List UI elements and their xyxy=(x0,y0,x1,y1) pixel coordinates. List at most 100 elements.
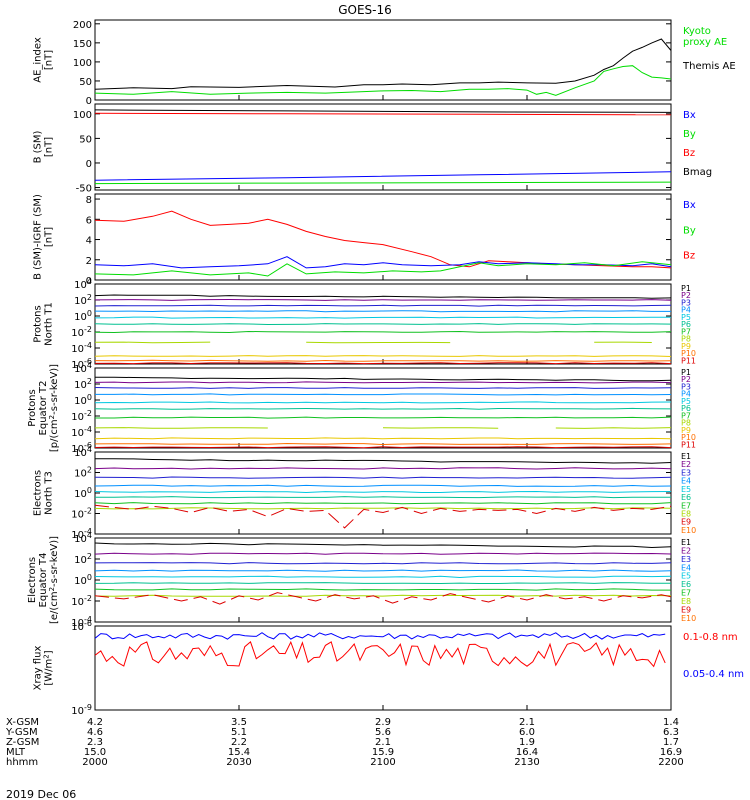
series-bmag xyxy=(94,109,672,113)
y-tick-label: 10-9 xyxy=(71,703,92,717)
y-tick-label: 0 xyxy=(86,276,92,287)
series-0-1-0-8-nm xyxy=(94,640,666,668)
y-tick-label: 8 xyxy=(86,195,92,206)
channel-p8-segment xyxy=(382,427,499,429)
series-by xyxy=(94,181,672,185)
ephem-value: 15.0 xyxy=(84,747,106,758)
chart-title: GOES-16 xyxy=(338,3,392,17)
svg-text:North T3: North T3 xyxy=(44,471,55,515)
ephem-value: 6.0 xyxy=(519,727,535,738)
channel-p1 xyxy=(94,294,672,299)
panel-7: 104 102 100 10-2 10-4 Electrons Equator T4[e/(… xyxy=(27,531,696,629)
channel-p8-segment xyxy=(555,427,672,429)
channel-label-p8: P8 xyxy=(681,335,691,344)
channel-label-p11: P11 xyxy=(681,356,696,365)
channel-p3 xyxy=(94,387,672,389)
legend-bx: Bx xyxy=(683,110,696,121)
channel-label-p10: P10 xyxy=(681,433,696,442)
channel-label-p6: P6 xyxy=(681,320,691,329)
series-by xyxy=(94,261,672,277)
date-label: 2019 Dec 06 xyxy=(6,788,76,800)
channel-label-p2: P2 xyxy=(681,375,691,384)
y-tick-label: 10-2 xyxy=(71,594,92,608)
y-axis-label: Electrons North T3 xyxy=(33,470,55,516)
ephem-label-y-gsm: Y-GSM xyxy=(5,727,38,738)
legend-kyoto-proxy-ae: Kyoto xyxy=(683,26,711,37)
channel-e1 xyxy=(94,542,672,549)
ephem-value: 1.7 xyxy=(663,737,679,748)
ephem-value: 2.9 xyxy=(375,717,391,728)
channel-label-p3: P3 xyxy=(681,382,691,391)
channel-e9-trace xyxy=(94,592,672,605)
ephem-value: 5.6 xyxy=(375,727,391,738)
series-themis-ae xyxy=(94,38,672,90)
ephem-value: 2.1 xyxy=(519,717,535,728)
y-tick-label: 200 xyxy=(73,20,92,31)
series-0-05-0-4-nm xyxy=(94,632,666,640)
y-axis-label: Electrons Equator T4[e/(cm2-s-sr-keV)] xyxy=(27,536,60,624)
channel-label-p9: P9 xyxy=(681,342,691,351)
channel-e4 xyxy=(94,569,672,572)
channel-p3 xyxy=(94,304,672,307)
channel-p11 xyxy=(94,446,672,449)
x-tick-label: 2130 xyxy=(514,757,539,768)
svg-text:Electrons: Electrons xyxy=(27,557,38,603)
svg-text:Equator T4: Equator T4 xyxy=(38,553,49,608)
channel-label-e1: E1 xyxy=(681,538,691,547)
channel-label-p7: P7 xyxy=(681,327,691,336)
channel-label-e2: E2 xyxy=(681,546,691,555)
channel-p2 xyxy=(94,298,672,301)
channel-label-e8: E8 xyxy=(681,509,691,518)
channel-label-p2: P2 xyxy=(681,291,691,300)
channel-label-p1: P1 xyxy=(681,284,691,293)
legend-bz: Bz xyxy=(683,251,695,262)
legend-kyoto-proxy-ae: proxy AE xyxy=(683,37,727,48)
ephem-value: 1.9 xyxy=(519,737,535,748)
ephem-value: 16.9 xyxy=(660,747,682,758)
svg-text:Equator T2: Equator T2 xyxy=(38,381,49,436)
panel-5: 104 102 100 10-2 10-4 10-6 Protons Equator T2[p… xyxy=(27,361,696,455)
channel-label-p11: P11 xyxy=(681,440,696,449)
y-tick-label: 100 xyxy=(74,573,92,587)
svg-text:Protons: Protons xyxy=(33,305,44,342)
svg-text:[nT]: [nT] xyxy=(44,227,55,247)
y-tick-label: 10-2 xyxy=(71,325,92,339)
legend-themis-ae: Themis AE xyxy=(682,61,736,72)
ephemeris-table: X-GSM 4.2 3.5 2.9 2.1 1.4 Y-GSM 4.6 5.1 5.6 6.0 6.3… xyxy=(5,717,684,768)
channel-p1 xyxy=(94,376,672,382)
svg-text:[nT]: [nT] xyxy=(44,50,55,70)
panel-frame xyxy=(94,625,672,711)
y-tick-label: 102 xyxy=(74,377,92,391)
channel-label-e4: E4 xyxy=(681,563,691,572)
ephem-label-x-gsm: X-GSM xyxy=(6,717,39,728)
y-axis-label: Xray flux [W/m2] xyxy=(33,646,55,691)
legend-bx: Bx xyxy=(683,200,696,211)
channel-label-p4: P4 xyxy=(681,306,691,315)
channel-e8 xyxy=(94,507,672,510)
channel-label-e3: E3 xyxy=(681,555,691,564)
channel-label-e5: E5 xyxy=(681,572,691,581)
y-tick-label: 100 xyxy=(73,58,92,69)
x-tick-label: 2100 xyxy=(370,757,395,768)
channel-p9 xyxy=(94,437,672,440)
ephem-value: 2.2 xyxy=(231,737,247,748)
channel-label-p8: P8 xyxy=(681,419,691,428)
svg-text:Electrons: Electrons xyxy=(33,470,44,516)
svg-text:B (SM): B (SM) xyxy=(33,130,44,163)
ephem-label-mlt: MLT xyxy=(6,747,26,758)
svg-text:AE_index: AE_index xyxy=(33,37,44,83)
channel-p4 xyxy=(95,393,672,396)
channel-e4 xyxy=(94,484,672,487)
legend-0-05-0-4-nm: 0.05-0.4 nm xyxy=(683,669,744,680)
panel-4: 104 102 100 10-2 10-4 10-6 Protons North T1 P1P2… xyxy=(33,277,697,371)
y-tick-label: 10-6 xyxy=(71,619,92,633)
y-tick-label: 50 xyxy=(79,77,92,88)
y-tick-label: 100 xyxy=(74,393,92,407)
channel-e5 xyxy=(94,575,672,579)
y-axis-label: Protons North T1 xyxy=(33,302,55,346)
ephem-value: 15.9 xyxy=(372,747,394,758)
channel-label-p5: P5 xyxy=(681,397,691,406)
y-tick-label: 10-2 xyxy=(71,409,92,423)
